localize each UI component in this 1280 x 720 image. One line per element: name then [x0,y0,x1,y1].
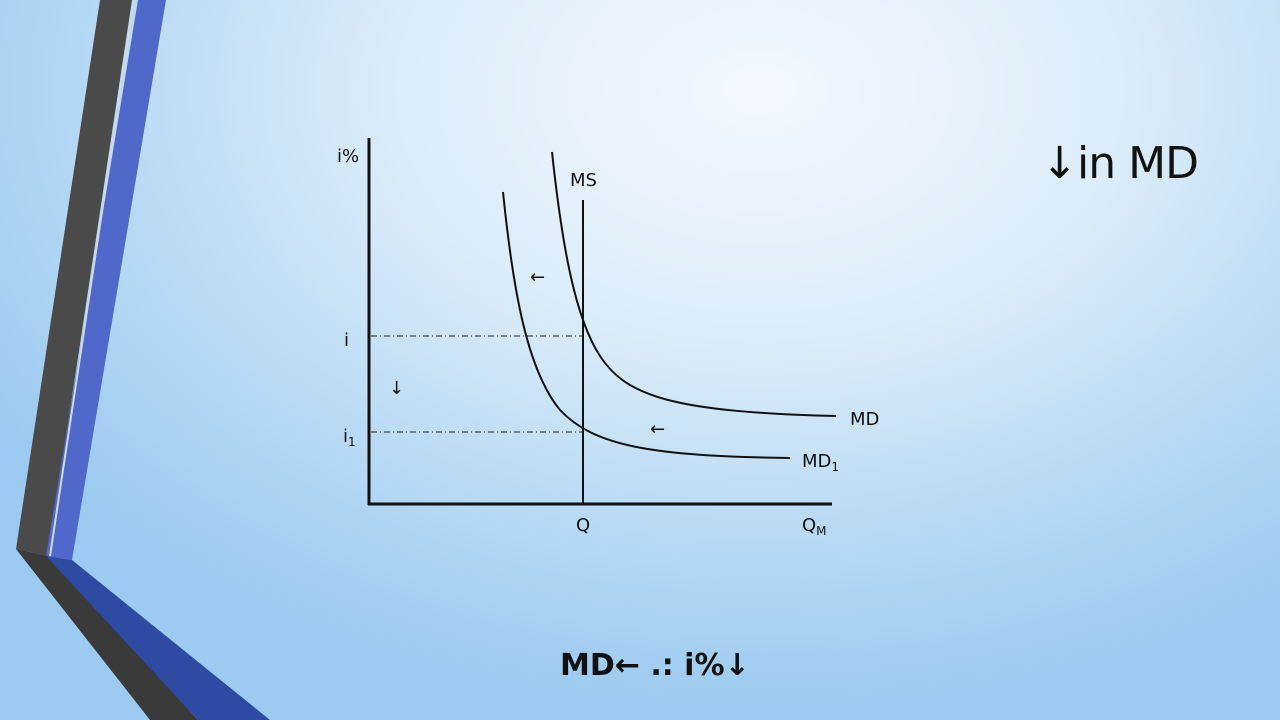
blue-band-lower [46,556,270,720]
rate-label-i1-main: i [343,426,348,447]
rate-label-i1: i1 [343,426,356,449]
slide-title: ↓in MD [1041,138,1199,189]
demand-label-md1: MD1 [802,451,839,474]
band-highlight [49,0,135,557]
quantity-label: Q [576,515,590,536]
shift-left-arrow-lower: ← [650,419,665,440]
demand-label-md1-main: MD [802,451,831,472]
demand-curve-md1 [502,191,791,459]
blue-band-upper [46,0,166,560]
y-axis-label: i% [337,146,359,167]
demand-label-md: MD [850,409,879,430]
rate-fall-arrow: ↓ [389,378,404,399]
rate-label-i1-sub: 1 [348,435,356,449]
shift-left-arrow-upper: ← [530,267,545,288]
x-axis-label-main: Q [802,515,816,536]
slide-caption: MD← .: i%↓ [560,648,750,683]
demand-curve-md [551,151,837,417]
demand-label-md1-sub: 1 [831,460,839,474]
rate-label-i: i [344,330,349,351]
dark-band-upper [16,0,132,556]
money-supply-label: MS [570,170,597,191]
x-axis-label: QM [802,515,827,538]
dark-band-lower [16,549,198,720]
x-axis-label-sub: M [816,524,826,538]
